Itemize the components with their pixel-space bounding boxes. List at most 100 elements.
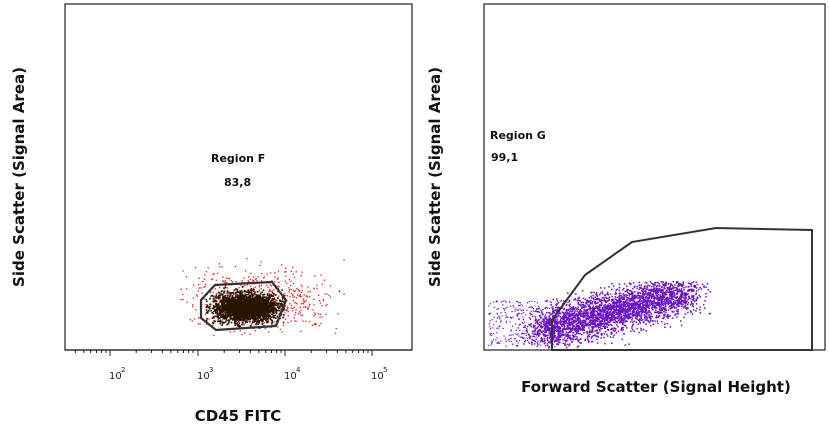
right-point	[576, 318, 579, 320]
left-point-ungated	[296, 294, 299, 296]
left-point-gated	[246, 300, 248, 302]
right-point	[668, 289, 671, 292]
right-point	[664, 307, 667, 310]
left-point-gated	[268, 294, 271, 296]
left-point-gated	[222, 299, 224, 302]
right-point	[617, 299, 620, 302]
right-point	[539, 321, 541, 324]
right-point	[551, 313, 553, 315]
left-point-gated	[214, 310, 217, 313]
left-point-gated	[262, 294, 264, 296]
right-point	[597, 316, 599, 319]
left-point-gated	[232, 317, 234, 319]
right-point	[677, 313, 680, 315]
left-point-ungated	[217, 272, 219, 274]
right-point	[675, 313, 677, 315]
right-point	[681, 299, 683, 301]
left-point-gated	[237, 295, 240, 297]
left-point-gated	[255, 295, 258, 298]
left-point-gated	[271, 299, 274, 302]
left-point-gated	[246, 317, 248, 319]
right-point	[546, 336, 549, 339]
left-point-gated	[252, 314, 254, 316]
left-point-gated	[236, 302, 238, 304]
left-point-gated	[257, 323, 259, 326]
left-point-gated	[230, 310, 232, 312]
right-point	[523, 326, 525, 328]
right-point	[596, 310, 598, 313]
right-point	[676, 312, 679, 315]
right-point	[662, 288, 664, 291]
right-point	[635, 311, 638, 313]
left-point-gated	[253, 318, 256, 320]
left-point-ungated	[318, 294, 320, 296]
left-point-gated	[242, 319, 245, 322]
right-point	[589, 313, 592, 315]
right-point	[575, 328, 577, 330]
right-point	[613, 302, 615, 305]
left-point-ungated	[295, 271, 297, 273]
right-point	[604, 304, 607, 306]
left-point-ungated	[192, 306, 194, 308]
left-point-ungated	[281, 299, 284, 301]
left-point-gated	[259, 308, 262, 311]
right-point	[570, 338, 572, 341]
right-point	[628, 310, 630, 313]
left-point-gated	[256, 294, 258, 296]
left-point-gated	[247, 317, 250, 320]
left-point-gated	[235, 313, 237, 316]
right-point	[587, 339, 589, 341]
left-point-gated	[223, 299, 225, 301]
right-point	[695, 281, 698, 283]
left-point-ungated	[303, 300, 305, 302]
right-point	[600, 325, 602, 327]
left-point-gated	[206, 310, 209, 313]
right-point	[514, 338, 516, 340]
right-point	[640, 316, 642, 318]
left-point-gated	[248, 296, 251, 298]
left-point-gated	[229, 293, 232, 296]
right-point	[691, 295, 693, 297]
right-point	[605, 318, 607, 320]
left-point-ungated	[266, 284, 268, 286]
right-point	[672, 300, 675, 303]
right-point	[583, 309, 586, 311]
left-point-gated	[230, 307, 232, 309]
right-point	[680, 302, 682, 305]
left-point-gated	[211, 307, 214, 310]
left-point-ungated	[219, 266, 221, 268]
right-point	[607, 312, 609, 315]
right-point	[589, 311, 592, 314]
left-point-gated	[251, 299, 254, 302]
right-point	[672, 286, 674, 288]
right-point	[648, 299, 650, 302]
left-point-gated	[264, 308, 266, 310]
left-point-gated	[274, 307, 277, 309]
right-point	[549, 340, 551, 343]
left-point-gated	[224, 299, 227, 301]
left-point-gated	[219, 313, 222, 315]
left-point-ungated	[273, 281, 276, 283]
left-point-ungated	[224, 281, 226, 284]
left-point-gated	[215, 302, 218, 305]
left-point-gated	[244, 308, 246, 310]
right-point	[665, 308, 667, 311]
right-point	[615, 316, 617, 318]
left-point-gated	[263, 305, 265, 308]
right-point	[561, 323, 563, 326]
right-point	[605, 296, 607, 299]
left-point-gated	[258, 304, 260, 306]
left-point-ungated	[275, 299, 277, 302]
right-point	[684, 313, 687, 315]
left-point-gated	[249, 307, 251, 310]
left-point-gated	[233, 312, 236, 315]
right-point	[643, 317, 646, 319]
right-point	[651, 309, 654, 311]
left-point-gated	[236, 294, 239, 296]
left-point-gated	[216, 312, 219, 315]
right-point	[604, 319, 606, 321]
right-point	[557, 338, 559, 340]
left-point-gated	[238, 308, 241, 310]
right-point	[638, 312, 640, 314]
right-point	[554, 327, 557, 329]
